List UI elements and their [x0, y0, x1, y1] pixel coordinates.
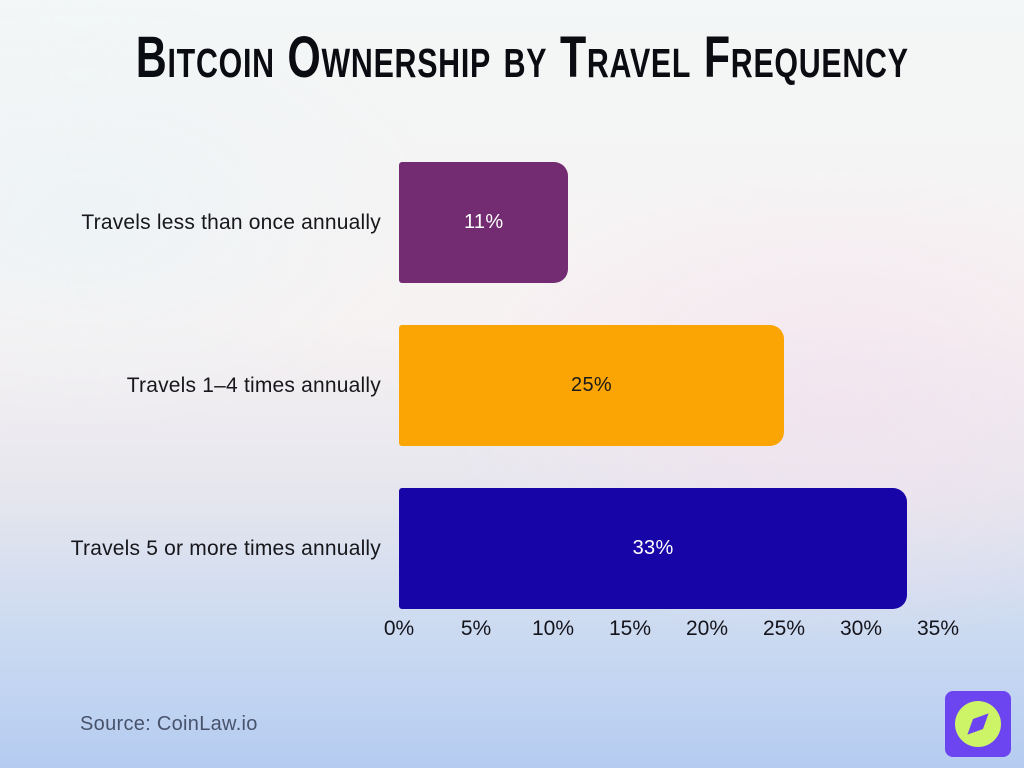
x-axis-tick: 0% [383, 617, 415, 640]
bar: 11% [399, 162, 569, 283]
bar: 25% [399, 325, 784, 446]
bar: 33% [399, 488, 908, 609]
bar-row: Travels 1–4 times annually 25% [0, 325, 1024, 446]
x-axis-tick: 10% [531, 617, 575, 640]
bar-value-label: 33% [632, 537, 674, 559]
category-label: Travels 1–4 times annually [126, 373, 381, 397]
chart-rows: Travels less than once annually 11% Travel… [0, 162, 1024, 609]
bar-value-label: 11% [463, 211, 504, 233]
coinlaw-compass-logo [945, 691, 1011, 757]
x-axis-tick: 35% [916, 617, 960, 640]
x-axis-tick: 25% [762, 617, 806, 640]
bar-value-label: 25% [571, 374, 612, 396]
x-axis-tick: 15% [608, 617, 652, 640]
bar-row: Travels 5 or more times annually 33% [0, 488, 1024, 609]
chart-title: Bitcoin Ownership by Travel Frequency [135, 25, 909, 90]
page-title: Bitcoin Ownership by Travel Frequency [0, 24, 1024, 91]
category-label: Travels 5 or more times annually [70, 536, 381, 560]
compass-icon [955, 701, 1001, 747]
bar-row: Travels less than once annually 11% [0, 162, 1024, 283]
category-label: Travels less than once annually [81, 210, 381, 234]
x-axis-tick: 20% [685, 617, 729, 640]
bar-chart: Travels less than once annually 11% Travel… [0, 162, 1024, 651]
x-axis: 0% 5% 10% 15% 20% 25% 30% 35% [384, 617, 960, 643]
x-axis-tick: 30% [839, 617, 883, 640]
x-axis-tick: 5% [460, 617, 492, 640]
source-text: Source: CoinLaw.io [80, 713, 258, 735]
